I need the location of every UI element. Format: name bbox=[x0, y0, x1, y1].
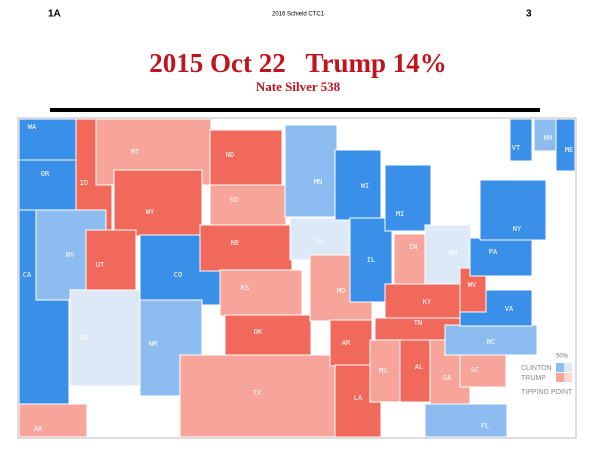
map: WA OR CA ID NV MT WY UT AZ CO NM ND SD NE KS OK TX MN IA MO… bbox=[17, 117, 577, 439]
state-label: TN bbox=[414, 319, 422, 327]
state-label: SD bbox=[230, 196, 238, 204]
state bbox=[209, 184, 287, 232]
state-label: NV bbox=[66, 251, 75, 259]
state-label: KY bbox=[423, 298, 432, 306]
state-label: OR bbox=[41, 170, 50, 178]
state bbox=[209, 129, 283, 187]
state-label: NC bbox=[487, 338, 495, 346]
state-label: MN bbox=[314, 178, 322, 186]
page-number: 3 bbox=[526, 9, 532, 20]
state bbox=[509, 118, 533, 162]
state-label: MS bbox=[379, 367, 387, 375]
state-label: AK bbox=[34, 425, 43, 433]
state-label: AZ bbox=[80, 334, 88, 342]
state-label: WA bbox=[28, 123, 37, 131]
state bbox=[469, 237, 533, 277]
state-label: LA bbox=[354, 394, 363, 402]
state bbox=[219, 269, 303, 317]
state-label: AR bbox=[342, 339, 351, 347]
state-label: MT bbox=[131, 148, 140, 156]
state bbox=[533, 118, 559, 152]
state-label: NE bbox=[231, 239, 239, 247]
state-label: IN bbox=[409, 243, 417, 251]
state bbox=[69, 289, 147, 387]
rule bbox=[50, 108, 540, 112]
state bbox=[393, 233, 427, 291]
state-label: WV bbox=[468, 281, 477, 289]
state-label: ME bbox=[565, 146, 573, 154]
state-label: FL bbox=[481, 422, 489, 430]
state-label: NM bbox=[149, 340, 157, 348]
state-label: OK bbox=[254, 328, 263, 336]
state-label: CO bbox=[174, 271, 182, 279]
state-label: PA bbox=[489, 248, 498, 256]
state-label: VA bbox=[505, 305, 514, 313]
subtitle: Nate Silver 538 bbox=[256, 79, 341, 94]
state bbox=[459, 354, 507, 388]
state-label: IL bbox=[367, 256, 375, 264]
state bbox=[555, 118, 576, 172]
legend-swatch bbox=[564, 363, 572, 372]
slide-source: 2016 Schield CTC1 bbox=[272, 12, 325, 18]
legend-swatch bbox=[564, 373, 572, 382]
slide-id: 1A bbox=[48, 9, 61, 20]
state-label: IA bbox=[314, 237, 323, 245]
title: 2015 Oct 22 Trump 14% bbox=[149, 48, 447, 78]
state-label: GA bbox=[443, 374, 452, 382]
state-label: NH bbox=[544, 134, 552, 142]
state-label: AL bbox=[415, 363, 423, 371]
state bbox=[334, 149, 382, 221]
state bbox=[424, 403, 508, 438]
state bbox=[18, 118, 80, 162]
legend-swatch bbox=[556, 373, 564, 382]
state-label: OH bbox=[449, 249, 457, 257]
legend: 50% CLINTON TRUMP TIPPING POINT bbox=[521, 354, 573, 396]
state-label: WI bbox=[361, 182, 369, 190]
state bbox=[399, 339, 432, 403]
state-label: NY bbox=[513, 225, 522, 233]
state bbox=[444, 324, 538, 356]
state-label: ND bbox=[226, 151, 234, 159]
state-label: MI bbox=[396, 210, 404, 218]
state-label: ID bbox=[80, 179, 88, 187]
state bbox=[284, 124, 338, 218]
state bbox=[329, 319, 373, 367]
state-label: TX bbox=[253, 389, 262, 397]
state bbox=[113, 169, 203, 237]
legend-label: TRUMP bbox=[521, 375, 546, 382]
state-label: CA bbox=[23, 271, 32, 279]
state bbox=[199, 224, 293, 272]
state-label: VT bbox=[512, 144, 521, 152]
state bbox=[289, 217, 351, 261]
state-label: SC bbox=[471, 366, 479, 374]
legend-top: 50% bbox=[556, 354, 569, 360]
state-label: UT bbox=[96, 261, 105, 269]
legend-label: CLINTON bbox=[521, 365, 552, 372]
state bbox=[384, 164, 432, 232]
state bbox=[18, 403, 88, 438]
state-label: KS bbox=[241, 284, 249, 292]
legend-label: TIPPING POINT bbox=[521, 389, 573, 396]
legend-swatch bbox=[556, 363, 564, 372]
state bbox=[179, 354, 343, 438]
state bbox=[479, 179, 547, 241]
state-label: WY bbox=[146, 208, 155, 216]
state-label: MO bbox=[337, 287, 345, 295]
